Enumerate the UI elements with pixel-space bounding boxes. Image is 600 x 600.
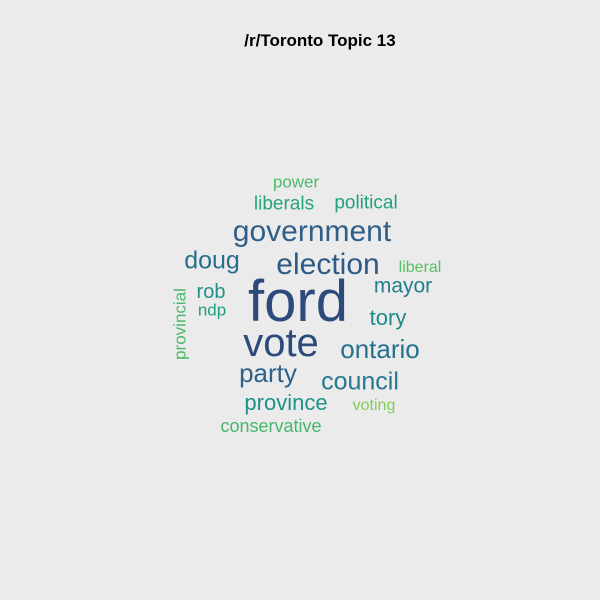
word-party: party (239, 358, 297, 388)
word-liberal: liberal (398, 259, 442, 276)
word-rob: rob (196, 281, 226, 303)
word-power: power (272, 172, 320, 192)
word-ndp: ndp (197, 300, 227, 320)
word-voting: voting (352, 397, 396, 414)
word-liberals: liberals (253, 193, 315, 215)
chart-title: /r/Toronto Topic 13 (244, 31, 396, 50)
word-ford: ford (248, 269, 348, 334)
word-conservative: conservative (220, 416, 322, 436)
word-vote: vote (243, 321, 319, 365)
word-doug: doug (184, 246, 240, 275)
word-council: council (321, 367, 399, 396)
word-province: province (244, 390, 328, 415)
word-ontario: ontario (340, 334, 420, 364)
word-government: government (232, 215, 392, 248)
word-election: election (276, 248, 380, 281)
word-tory: tory (369, 305, 407, 330)
word-mayor: mayor (373, 274, 433, 298)
word-provincial: provincial (170, 288, 190, 360)
word-political: political (334, 192, 398, 214)
